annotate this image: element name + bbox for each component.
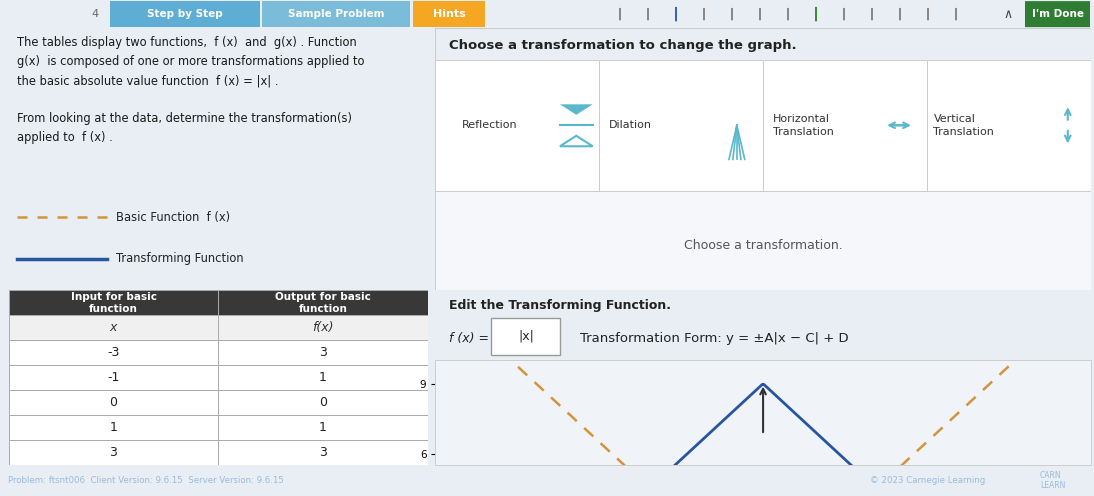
Text: 0: 0: [109, 396, 117, 409]
Text: ∧: ∧: [1003, 7, 1013, 21]
Bar: [435, 191, 1091, 291]
Text: © 2023 Carnegie Learning: © 2023 Carnegie Learning: [870, 476, 986, 485]
Bar: [9, 291, 219, 315]
FancyBboxPatch shape: [491, 318, 560, 356]
Text: 1: 1: [319, 372, 327, 384]
Text: Transformation Form: y = ±A|x − C| + D: Transformation Form: y = ±A|x − C| + D: [580, 331, 848, 345]
Text: |x|: |x|: [517, 329, 534, 342]
Text: The tables display two functions,  f (x)  and  g(x) . Function
g(x)  is composed: The tables display two functions, f (x) …: [18, 36, 364, 144]
Bar: [219, 315, 428, 340]
Text: Sample Problem: Sample Problem: [288, 9, 384, 19]
Text: I'm Done: I'm Done: [1032, 9, 1084, 19]
Bar: [219, 440, 428, 465]
Bar: [9, 415, 219, 440]
Text: Hints: Hints: [432, 9, 465, 19]
Bar: [435, 60, 600, 191]
Text: f(x): f(x): [312, 321, 334, 334]
Text: Output for basic
function: Output for basic function: [275, 292, 371, 314]
Text: Vertical
Translation: Vertical Translation: [933, 114, 994, 137]
Text: 0: 0: [319, 396, 327, 409]
Text: Step by Step: Step by Step: [147, 9, 223, 19]
Text: -3: -3: [107, 346, 119, 360]
Text: Choose a transformation to change the graph.: Choose a transformation to change the gr…: [449, 39, 796, 52]
Bar: [764, 60, 927, 191]
Text: x: x: [109, 321, 117, 334]
Bar: [9, 366, 219, 390]
Bar: [219, 390, 428, 415]
Text: Problem: ftsnt006  Client Version: 9.6.15  Server Version: 9.6.15: Problem: ftsnt006 Client Version: 9.6.15…: [8, 476, 283, 485]
Bar: [110, 1, 260, 27]
Bar: [261, 1, 410, 27]
Text: CARN
LEARN: CARN LEARN: [1040, 471, 1066, 490]
Bar: [219, 366, 428, 390]
Bar: [219, 291, 428, 315]
Bar: [9, 440, 219, 465]
Text: 1: 1: [319, 421, 327, 434]
Bar: [9, 315, 219, 340]
Text: Edit the Transforming Function.: Edit the Transforming Function.: [449, 299, 671, 312]
Bar: [219, 415, 428, 440]
Text: Reflection: Reflection: [462, 121, 517, 130]
Text: 3: 3: [319, 446, 327, 459]
Bar: [414, 1, 485, 27]
Text: 3: 3: [109, 446, 117, 459]
Text: Transforming Function: Transforming Function: [116, 252, 244, 265]
Bar: [9, 390, 219, 415]
Text: Basic Function  f (x): Basic Function f (x): [116, 210, 230, 224]
Text: 4: 4: [92, 9, 98, 19]
Bar: [219, 340, 428, 366]
Bar: [927, 60, 1091, 191]
Text: -1: -1: [107, 372, 119, 384]
Bar: [9, 340, 219, 366]
Bar: [600, 60, 764, 191]
Text: Dilation: Dilation: [609, 121, 652, 130]
Text: f (x) =: f (x) =: [449, 331, 489, 345]
Text: Horizontal
Translation: Horizontal Translation: [772, 114, 834, 137]
FancyBboxPatch shape: [1025, 1, 1090, 27]
Polygon shape: [560, 104, 593, 115]
Text: 3: 3: [319, 346, 327, 360]
Text: 1: 1: [109, 421, 117, 434]
Text: Input for basic
function: Input for basic function: [70, 292, 156, 314]
Text: Choose a transformation.: Choose a transformation.: [684, 239, 842, 252]
